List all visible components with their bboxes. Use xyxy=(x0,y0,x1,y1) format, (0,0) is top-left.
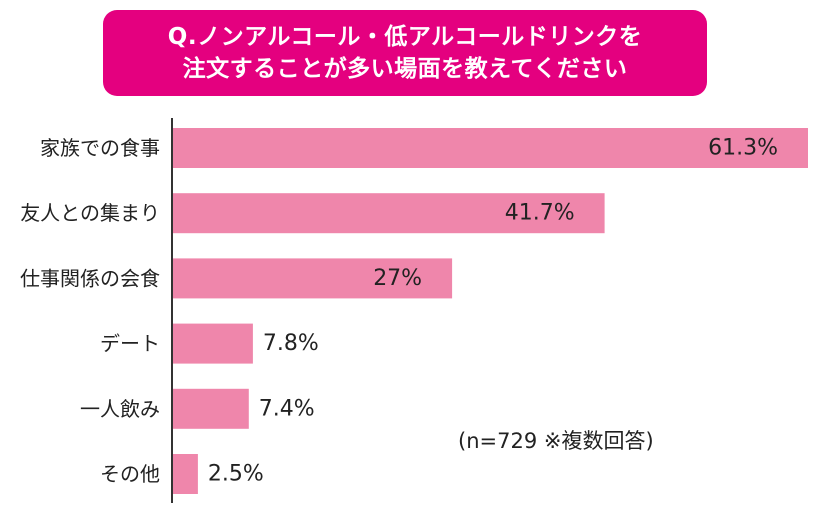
category-label-1: 家族での食事 xyxy=(40,136,160,160)
bar-4 xyxy=(172,323,253,364)
value-label-3: 27% xyxy=(373,266,422,291)
bar-5 xyxy=(172,388,249,429)
value-label-2: 41.7% xyxy=(505,201,575,226)
value-labels-group: 61.3% 41.7% 27% 7.8% 7.4% 2.5% xyxy=(208,136,778,487)
bar-2 xyxy=(172,193,605,234)
bar-3 xyxy=(172,258,453,299)
category-label-6: その他 xyxy=(100,462,160,486)
question-title-line-2: 注文することが多い場面を教えてください xyxy=(182,56,628,82)
bar-1 xyxy=(172,128,808,168)
value-label-1: 61.3% xyxy=(708,136,778,161)
value-label-5: 7.4% xyxy=(259,396,315,421)
category-label-4: デート xyxy=(100,332,160,356)
category-label-3: 仕事関係の会食 xyxy=(20,266,160,290)
question-title-line-1: Q.ノンアルコール・低アルコールドリンクを xyxy=(167,24,643,50)
bars-group xyxy=(172,128,808,494)
bar-6 xyxy=(172,454,198,494)
sample-size-note: (n=729 ※複数回答) xyxy=(458,429,654,453)
value-label-6: 2.5% xyxy=(208,462,264,487)
value-label-4: 7.8% xyxy=(263,331,319,356)
category-label-2: 友人との集まり xyxy=(20,201,160,225)
question-title-banner: Q.ノンアルコール・低アルコールドリンクを 注文することが多い場面を教えてくださ… xyxy=(103,10,707,96)
category-label-5: 一人飲み xyxy=(80,397,160,421)
